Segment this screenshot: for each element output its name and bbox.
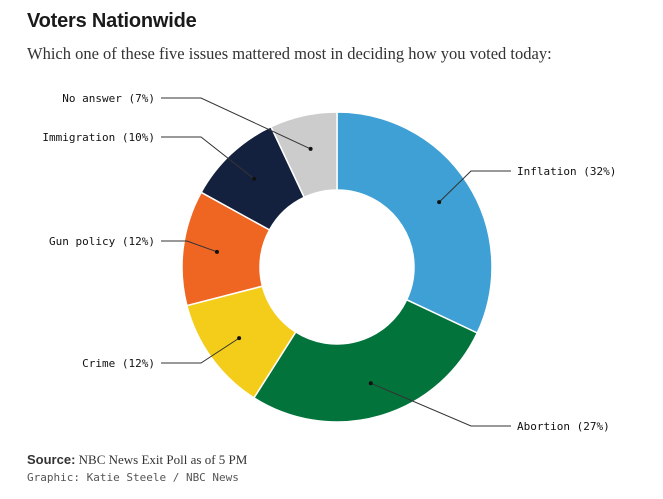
slice-labels: Inflation (32%) Abortion (27%) Crime (12%)… [42,92,616,433]
leader-dot-gun-policy [214,249,219,254]
leader-dot-immigration [252,176,257,181]
leader-dot-crime [237,336,242,341]
source-text: NBC News Exit Poll as of 5 PM [78,452,248,467]
leader-dot-abortion [368,381,373,386]
donut-slices [181,111,493,423]
slice-abortion [252,298,479,423]
leader-dot-no-answer [308,146,313,151]
leader-lines [161,97,511,427]
leader-line-crime [161,337,240,364]
slice-no-answer [270,111,338,199]
label-inflation: Inflation (32%) [517,165,616,178]
source-label: Source: [27,452,76,467]
leader-line-inflation [438,170,511,203]
label-crime: Crime (12%) [82,357,155,370]
label-gun-policy: Gun policy (12%) [49,235,155,248]
label-abortion: Abortion (27%) [517,420,610,433]
chart-subtitle: Which one of these five issues mattered … [27,44,552,63]
leader-line-gun-policy [161,240,218,253]
leader-dot-inflation [437,200,442,205]
leader-line-abortion [370,382,511,427]
slice-inflation [336,111,493,334]
source-note: Source: NBC News Exit Poll as of 5 PM [27,452,247,468]
leader-line-immigration [161,136,255,180]
leader-line-no-answer [161,97,311,150]
label-immigration: Immigration (10%) [42,131,155,144]
graphic-credit: Graphic: Katie Steele / NBC News [27,471,239,484]
chart-title: Voters Nationwide [27,10,197,32]
label-no-answer: No answer (7%) [62,92,155,105]
